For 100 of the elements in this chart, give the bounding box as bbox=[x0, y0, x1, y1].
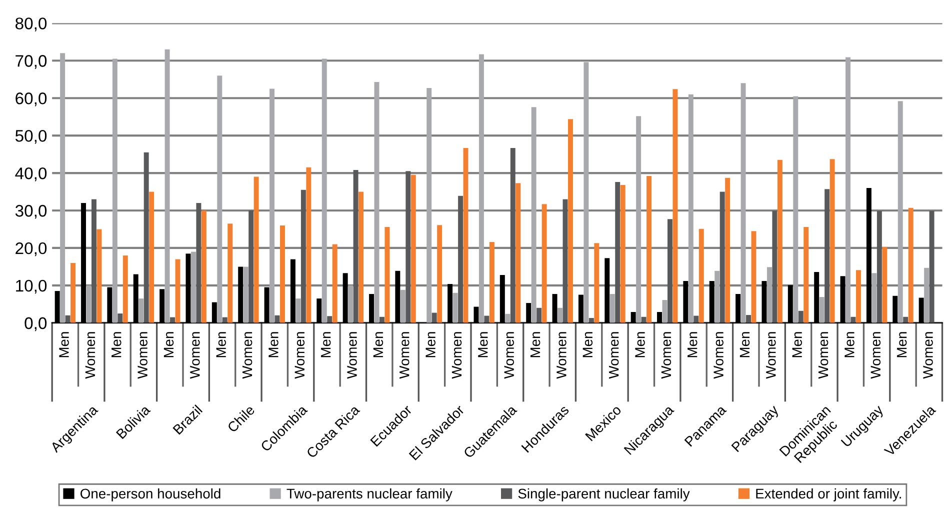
bar bbox=[594, 243, 600, 323]
bar bbox=[196, 203, 202, 323]
x-tick-label: Women bbox=[347, 332, 357, 379]
x-tick-label: Men bbox=[373, 332, 384, 358]
x-tick-label: Women bbox=[870, 332, 881, 379]
x-tick-label: Men bbox=[740, 332, 750, 358]
x-tick-label: Women bbox=[294, 332, 305, 379]
bar bbox=[830, 159, 835, 323]
y-tick-label: 30,0 bbox=[15, 204, 47, 219]
bar bbox=[846, 57, 850, 323]
bar bbox=[531, 107, 536, 323]
bar bbox=[384, 226, 390, 323]
x-tick-label: Women bbox=[556, 332, 566, 379]
bar bbox=[270, 88, 274, 323]
x-tick-label: Women bbox=[714, 332, 724, 379]
bar bbox=[516, 183, 521, 323]
x-tick-label: Women bbox=[400, 332, 410, 379]
x-tick-label: Women bbox=[766, 332, 776, 379]
bar bbox=[615, 182, 620, 323]
x-tick-label: Women bbox=[923, 332, 933, 379]
bar bbox=[306, 167, 312, 323]
bar bbox=[410, 174, 416, 323]
bar bbox=[201, 210, 206, 323]
bar bbox=[91, 199, 96, 323]
bar bbox=[672, 89, 678, 323]
bar bbox=[190, 252, 196, 323]
x-tick-label: Men bbox=[112, 332, 122, 358]
bar bbox=[300, 190, 306, 323]
y-tick-label: 50,0 bbox=[15, 130, 47, 144]
x-tick-label: Men bbox=[792, 332, 802, 358]
bar bbox=[667, 219, 672, 323]
bar bbox=[175, 259, 180, 323]
bar bbox=[804, 226, 809, 323]
bar bbox=[478, 54, 484, 323]
bar bbox=[646, 176, 652, 323]
bar bbox=[562, 199, 568, 323]
bar bbox=[772, 210, 778, 323]
bar bbox=[353, 170, 358, 323]
bar bbox=[714, 270, 720, 323]
bar bbox=[751, 231, 756, 323]
x-tick-label: Men bbox=[268, 332, 278, 358]
y-tick-label: 20,0 bbox=[16, 242, 47, 256]
bar bbox=[400, 290, 406, 323]
y-tick-label: 60,0 bbox=[16, 92, 47, 106]
bar bbox=[96, 229, 102, 323]
legend-label: One-person household bbox=[80, 488, 220, 502]
bar bbox=[882, 246, 888, 323]
bar bbox=[636, 116, 642, 323]
bar bbox=[228, 224, 233, 323]
bar bbox=[766, 267, 772, 323]
bar bbox=[542, 204, 547, 323]
x-tick-label: Women bbox=[609, 332, 619, 379]
bar bbox=[720, 192, 725, 323]
bar bbox=[641, 316, 646, 323]
bar bbox=[437, 225, 442, 323]
bar bbox=[112, 58, 118, 323]
bar bbox=[929, 210, 934, 323]
bar bbox=[876, 210, 882, 323]
bar bbox=[819, 297, 824, 323]
bar bbox=[898, 101, 903, 323]
x-tick-label: Men bbox=[582, 332, 593, 358]
bar bbox=[688, 94, 694, 323]
bar bbox=[777, 160, 782, 323]
x-tick-label: Men bbox=[426, 332, 436, 358]
x-tick-label: Women bbox=[190, 332, 200, 379]
bar bbox=[536, 308, 542, 323]
y-tick-label: 80,0 bbox=[16, 18, 47, 32]
bar bbox=[463, 148, 468, 323]
bar bbox=[332, 244, 338, 323]
bar bbox=[620, 185, 626, 323]
x-tick-label: Women bbox=[85, 332, 96, 379]
bar bbox=[70, 262, 76, 323]
bar bbox=[558, 308, 562, 323]
bar bbox=[793, 96, 798, 323]
bar bbox=[164, 49, 170, 323]
bar bbox=[217, 76, 222, 323]
bar bbox=[908, 208, 914, 323]
bar bbox=[924, 268, 930, 323]
bar bbox=[149, 192, 154, 323]
x-tick-label: Men bbox=[478, 332, 488, 358]
y-tick-label: 10,0 bbox=[16, 280, 47, 294]
bar bbox=[327, 316, 332, 323]
x-tick-label: Men bbox=[164, 332, 174, 358]
bar bbox=[740, 83, 746, 323]
y-tick-label: 40,0 bbox=[15, 167, 47, 182]
bar bbox=[568, 119, 573, 323]
bar bbox=[510, 148, 516, 323]
x-tick-label: Men bbox=[59, 332, 69, 358]
bar bbox=[610, 294, 615, 323]
bar bbox=[458, 196, 464, 323]
y-tick-label: 0,0 bbox=[24, 317, 47, 332]
bar bbox=[374, 82, 380, 323]
bar bbox=[280, 225, 285, 323]
legend-label: Extended or joint family. bbox=[756, 488, 902, 502]
bar bbox=[489, 242, 494, 323]
x-tick-label: Men bbox=[216, 332, 226, 358]
x-tick-label: Women bbox=[504, 332, 514, 379]
x-tick-label: Women bbox=[138, 332, 148, 379]
x-tick-label: Women bbox=[242, 332, 252, 379]
bar bbox=[698, 228, 704, 323]
